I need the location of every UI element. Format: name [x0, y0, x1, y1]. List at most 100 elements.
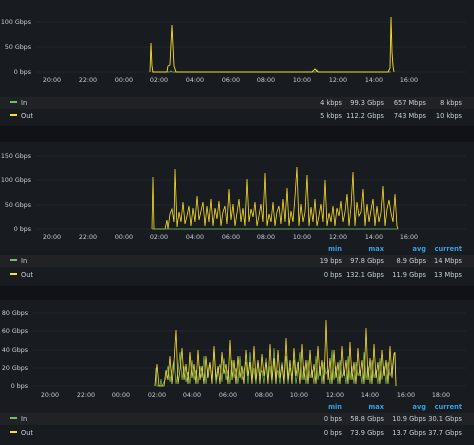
header-avg[interactable]: avg	[412, 245, 426, 253]
graph-1-x-tick: 08:00	[257, 77, 275, 84]
graph-2-x-tick: 02:00	[150, 234, 168, 241]
out-min-value: 0 bps	[323, 429, 342, 437]
graph-3-plot: 80 Gbps 60 Gbps 40 Gbps 20 Gbps 0 bps 20…	[2, 310, 466, 399]
out-color-swatch	[10, 114, 17, 116]
header-current[interactable]: current	[434, 245, 462, 253]
legend-header: min max avg current	[0, 243, 474, 255]
graph-3-x-tick: 04:00	[183, 392, 201, 399]
out-max-value: 112.2 Gbps	[346, 112, 384, 120]
out-color-swatch	[10, 273, 17, 275]
graph-2-x-tick: 22:00	[79, 234, 97, 241]
graph-2-x-tick: 10:00	[293, 234, 311, 241]
graph-1-x-tick: 22:00	[79, 77, 97, 84]
legend-row-in[interactable]: In 19 bps 97.8 Gbps 8.9 Gbps 14 Mbps	[0, 255, 474, 267]
graph-1-series-out	[149, 16, 395, 73]
out-min-value: 5 kbps	[320, 112, 342, 120]
in-current-value: 30.1 Gbps	[428, 415, 462, 423]
series-name: Out	[21, 429, 33, 437]
in-avg-value: 8.9 Gbps	[396, 257, 427, 265]
graph-1-x-tick: 10:00	[293, 77, 311, 84]
graph-2-x-axis: 20:00 22:00 00:00 02:00 04:00 06:00 08:0…	[43, 234, 418, 241]
graph-2-x-tick: 00:00	[115, 234, 133, 241]
out-min-value: 0 bps	[323, 271, 342, 279]
graph-2-x-tick: 12:00	[329, 234, 347, 241]
series-name: In	[21, 257, 28, 265]
graph-1-x-axis: 20:00 22:00 00:00 02:00 04:00 06:00 08:0…	[43, 77, 418, 84]
graph-2-y-tick: 50 Gbps	[5, 202, 31, 209]
out-max-value: 73.9 Gbps	[350, 429, 384, 437]
header-min[interactable]: min	[328, 245, 342, 253]
graph-1-x-tick: 00:00	[115, 77, 133, 84]
graph-3-x-tick: 12:00	[326, 392, 344, 399]
graph-2-y-axis: 150 Gbps 100 Gbps 50 Gbps 0 bps	[1, 153, 31, 233]
header-avg[interactable]: avg	[412, 403, 426, 411]
series-name: In	[21, 415, 28, 423]
in-current-value: 14 Mbps	[434, 257, 462, 265]
graph-2-x-tick: 08:00	[257, 234, 275, 241]
graph-3-x-tick: 22:00	[77, 392, 95, 399]
graph-3-y-tick: 60 Gbps	[2, 328, 28, 335]
series-name: Out	[21, 271, 33, 279]
graph-3-x-tick: 14:00	[361, 392, 379, 399]
graph-2-x-tick: 14:00	[365, 234, 383, 241]
graph-1-x-tick: 04:00	[186, 77, 204, 84]
legend-row-out[interactable]: Out 5 kbps 112.2 Gbps 743 Mbps 10 kbps	[0, 110, 474, 122]
graph-3-series-out	[154, 319, 397, 387]
graph-panel-2: 150 Gbps 100 Gbps 50 Gbps 0 bps 20:00 22…	[0, 142, 474, 286]
in-max-value: 58.8 Gbps	[350, 415, 384, 423]
in-avg-value: 657 Mbps	[393, 99, 426, 107]
out-avg-value: 13.7 Gbps	[392, 429, 426, 437]
graph-3-y-tick: 80 Gbps	[2, 310, 28, 317]
graph-3-x-tick: 02:00	[148, 392, 166, 399]
graph-3-x-tick: 20:00	[41, 392, 59, 399]
out-avg-value: 743 Mbps	[393, 112, 426, 120]
graph-panel-1: 100 Gbps 50 Gbps 0 bps 20:00 22:00 00:00…	[0, 0, 474, 126]
graph-2-grid	[36, 155, 466, 230]
graph-1-x-tick: 06:00	[222, 77, 240, 84]
header-min[interactable]: min	[328, 403, 342, 411]
graph-1-x-tick: 02:00	[150, 77, 168, 84]
legend-row-in[interactable]: In 4 kbps 99.3 Gbps 657 Mbps 8 kbps	[0, 97, 474, 109]
graph-1-y-tick: 0 bps	[14, 69, 31, 76]
graph-3-x-axis: 20:00 22:00 00:00 02:00 04:00 06:00 08:0…	[41, 392, 450, 399]
graph-3-x-tick: 18:00	[432, 392, 450, 399]
series-name: In	[21, 99, 28, 107]
in-max-value: 99.3 Gbps	[350, 99, 384, 107]
graph-3-x-tick: 08:00	[255, 392, 273, 399]
graph-2-series-out	[151, 166, 399, 230]
graph-3-y-tick: 0 bps	[11, 383, 28, 390]
graph-1-y-tick: 100 Gbps	[1, 19, 31, 26]
graph-3-y-tick: 20 Gbps	[2, 365, 28, 372]
in-current-value: 8 kbps	[440, 99, 462, 107]
legend-row-out[interactable]: Out 0 bps 132.1 Gbps 11.9 Gbps 13 Mbps	[0, 269, 474, 281]
series-name: Out	[21, 112, 33, 120]
in-color-swatch	[10, 259, 17, 261]
out-current-value: 13 Mbps	[434, 271, 462, 279]
legend-row-out[interactable]: Out 0 bps 73.9 Gbps 13.7 Gbps 37.7 Gbps	[0, 427, 474, 439]
graph-1-grid	[36, 21, 466, 73]
out-current-value: 37.7 Gbps	[428, 429, 462, 437]
in-min-value: 19 bps	[319, 257, 342, 265]
in-min-value: 0 bps	[323, 415, 342, 423]
out-color-swatch	[10, 431, 17, 433]
panel-divider	[0, 286, 474, 300]
graph-2-x-tick: 06:00	[222, 234, 240, 241]
graph-3-x-tick: 10:00	[290, 392, 308, 399]
graph-3-x-tick: 00:00	[112, 392, 130, 399]
in-color-swatch	[10, 101, 17, 103]
legend-row-in[interactable]: In 0 bps 58.8 Gbps 10.9 Gbps 30.1 Gbps	[0, 413, 474, 425]
graph-1-x-tick: 16:00	[400, 77, 418, 84]
graph-1-x-tick: 12:00	[329, 77, 347, 84]
graph-2-plot: 150 Gbps 100 Gbps 50 Gbps 0 bps 20:00 22…	[1, 153, 466, 241]
graph-2-y-tick: 0 bps	[14, 226, 31, 233]
graph-1-y-tick: 50 Gbps	[5, 44, 31, 51]
graph-3-y-axis: 80 Gbps 60 Gbps 40 Gbps 20 Gbps 0 bps	[2, 310, 28, 390]
header-max[interactable]: max	[368, 245, 384, 253]
graph-3-x-tick: 06:00	[219, 392, 237, 399]
graph-2-x-tick: 20:00	[43, 234, 61, 241]
graph-3-x-tick: 16:00	[397, 392, 415, 399]
header-current[interactable]: current	[434, 403, 462, 411]
graph-1-y-axis: 100 Gbps 50 Gbps 0 bps	[1, 19, 31, 76]
graph-3-grid	[32, 312, 466, 387]
header-max[interactable]: max	[368, 403, 384, 411]
